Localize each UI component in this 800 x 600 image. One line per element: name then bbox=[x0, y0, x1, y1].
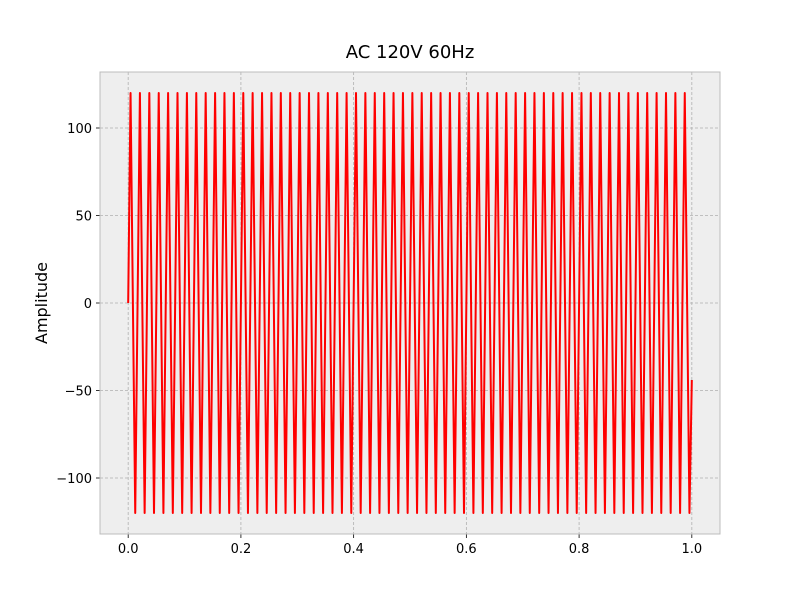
line-series bbox=[127, 92, 693, 514]
x-tick-label: 0.0 bbox=[118, 542, 139, 557]
y-tick-label: 0 bbox=[84, 297, 92, 312]
y-tick-label: 50 bbox=[75, 210, 92, 225]
y-axis-label: Amplitude bbox=[32, 262, 51, 344]
y-tick-label: 100 bbox=[67, 122, 92, 137]
x-tick-label: 0.4 bbox=[343, 542, 364, 557]
x-tick-label: 0.2 bbox=[231, 542, 252, 557]
plot-frame bbox=[99, 71, 721, 535]
x-tick-label: 0.8 bbox=[569, 542, 590, 557]
x-tick-label: 0.6 bbox=[456, 542, 477, 557]
y-tick-label: −100 bbox=[56, 472, 92, 487]
y-tick-label: −50 bbox=[65, 385, 92, 400]
chart-title: AC 120V 60Hz bbox=[346, 42, 475, 63]
x-tick-label: 1.0 bbox=[681, 542, 702, 557]
